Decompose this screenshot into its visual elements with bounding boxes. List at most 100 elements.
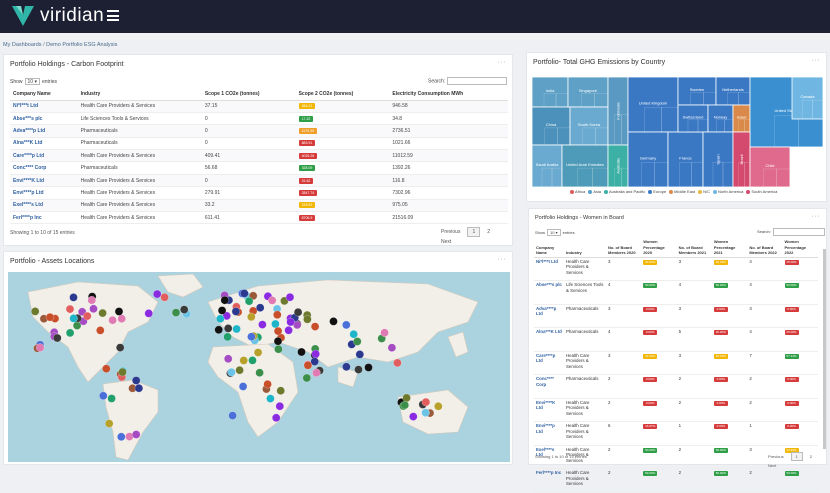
asset-marker[interactable]: [286, 317, 295, 327]
asset-marker[interactable]: [131, 430, 141, 439]
treemap-cell[interactable]: France: [667, 131, 704, 187]
company-link[interactable]: Adva****p Ltd: [534, 304, 564, 328]
asset-marker[interactable]: [272, 413, 281, 423]
treemap-cell[interactable]: United Arab Emirates: [561, 144, 609, 187]
treemap-cell[interactable]: Switzerland: [677, 104, 709, 133]
column-header[interactable]: Scope 2 CO2e (tonnes): [295, 88, 390, 101]
asset-marker[interactable]: [354, 365, 363, 374]
entries-select[interactable]: 10 ▾: [24, 78, 40, 85]
asset-marker[interactable]: [268, 296, 277, 305]
asset-marker[interactable]: [223, 332, 232, 342]
asset-marker[interactable]: [223, 354, 233, 364]
treemap-cell[interactable]: Indonesia: [607, 77, 629, 146]
asset-marker[interactable]: [273, 326, 283, 336]
column-header[interactable]: Women Percentage 2020: [641, 238, 677, 258]
asset-marker[interactable]: [108, 316, 117, 325]
column-header[interactable]: Electricity Consumption MWh: [389, 88, 508, 101]
asset-marker[interactable]: [349, 330, 358, 339]
asset-marker[interactable]: [303, 361, 313, 370]
company-link[interactable]: Envi****p Ltd: [534, 421, 564, 446]
column-header[interactable]: Women Percentage 2021: [711, 238, 748, 258]
next-button[interactable]: Next: [768, 463, 777, 468]
asset-marker[interactable]: [171, 308, 181, 317]
treemap-cell[interactable]: Germany: [627, 131, 669, 187]
asset-marker[interactable]: [284, 326, 293, 335]
asset-marker[interactable]: [387, 343, 397, 352]
asset-marker[interactable]: [65, 304, 75, 314]
asset-marker[interactable]: [240, 289, 249, 298]
asset-marker[interactable]: [239, 356, 248, 365]
asset-marker[interactable]: [253, 348, 263, 357]
legend-item[interactable]: N/C: [695, 189, 710, 194]
company-link[interactable]: Envi****p Ltd: [10, 186, 78, 200]
asset-marker[interactable]: [244, 297, 254, 306]
company-link[interactable]: Conc**** Corp: [10, 161, 78, 175]
previous-button[interactable]: Previous: [441, 229, 461, 235]
asset-marker[interactable]: [99, 391, 108, 401]
asset-marker[interactable]: [273, 336, 283, 346]
asset-marker[interactable]: [45, 313, 55, 322]
asset-marker[interactable]: [117, 314, 126, 323]
asset-marker[interactable]: [231, 307, 241, 316]
treemap-cell[interactable]: Netherlands: [715, 77, 751, 106]
asset-marker[interactable]: [303, 315, 312, 324]
company-link[interactable]: Ferl****p Inc: [10, 211, 78, 225]
asset-marker[interactable]: [160, 293, 169, 302]
treemap-cell[interactable]: Israel: [732, 104, 751, 133]
legend-item[interactable]: Europe: [645, 189, 666, 194]
column-header[interactable]: Industry: [564, 238, 606, 258]
asset-marker[interactable]: [342, 362, 351, 372]
asset-marker[interactable]: [329, 317, 338, 326]
treemap-cell[interactable]: Brazil: [732, 131, 751, 187]
asset-marker[interactable]: [232, 324, 241, 334]
asset-marker[interactable]: [263, 379, 272, 389]
treemap-cell[interactable]: South Korea: [569, 106, 609, 146]
asset-marker[interactable]: [214, 325, 223, 334]
asset-marker[interactable]: [131, 376, 141, 385]
asset-marker[interactable]: [421, 408, 430, 417]
legend-item[interactable]: Asia: [585, 189, 601, 194]
treemap-cell[interactable]: Saudi Arabia: [532, 144, 563, 187]
legend-item[interactable]: South America: [743, 189, 777, 194]
asset-marker[interactable]: [293, 308, 303, 317]
asset-marker[interactable]: [228, 411, 237, 420]
asset-marker[interactable]: [107, 394, 116, 403]
asset-marker[interactable]: [421, 397, 431, 407]
column-header[interactable]: Company Name: [10, 88, 78, 101]
column-header[interactable]: Scope 1 CO2e (tonnes): [201, 88, 296, 101]
asset-marker[interactable]: [102, 364, 111, 373]
company-link[interactable]: Care****p Ltd: [534, 351, 564, 375]
treemap-cell[interactable]: Canada: [791, 77, 823, 120]
asset-marker[interactable]: [393, 358, 402, 368]
asset-marker[interactable]: [353, 337, 362, 346]
legend-item[interactable]: North America: [710, 189, 743, 194]
asset-marker[interactable]: [117, 432, 126, 442]
company-link[interactable]: Conc**** Corp: [534, 374, 564, 399]
more-options-icon[interactable]: ···: [497, 59, 506, 66]
column-header[interactable]: No. of Board Members 2022: [747, 238, 783, 258]
asset-marker[interactable]: [255, 368, 264, 377]
company-link[interactable]: Alna***K Ltd: [10, 137, 78, 151]
asset-marker[interactable]: [104, 419, 114, 428]
company-link[interactable]: Adva****p Ltd: [10, 124, 78, 138]
asset-marker[interactable]: [297, 347, 306, 357]
asset-marker[interactable]: [247, 332, 256, 341]
company-link[interactable]: Ferl****p Inc: [534, 468, 564, 493]
scrollbar[interactable]: [823, 249, 826, 449]
asset-marker[interactable]: [248, 356, 257, 365]
search-input[interactable]: [772, 228, 825, 236]
entries-select[interactable]: 10 ▾: [547, 229, 561, 236]
asset-marker[interactable]: [89, 304, 98, 313]
asset-marker[interactable]: [380, 328, 389, 337]
page-1-button[interactable]: 1: [790, 452, 803, 461]
asset-marker[interactable]: [96, 326, 105, 335]
asset-marker[interactable]: [310, 357, 319, 366]
asset-marker[interactable]: [114, 307, 124, 316]
asset-marker[interactable]: [275, 401, 284, 411]
asset-marker[interactable]: [238, 382, 248, 391]
asset-marker[interactable]: [216, 314, 225, 323]
company-link[interactable]: Care****p Ltd: [10, 149, 78, 163]
asset-marker[interactable]: [220, 296, 230, 305]
treemap-cell[interactable]: Chile: [749, 146, 791, 187]
asset-marker[interactable]: [285, 293, 295, 302]
